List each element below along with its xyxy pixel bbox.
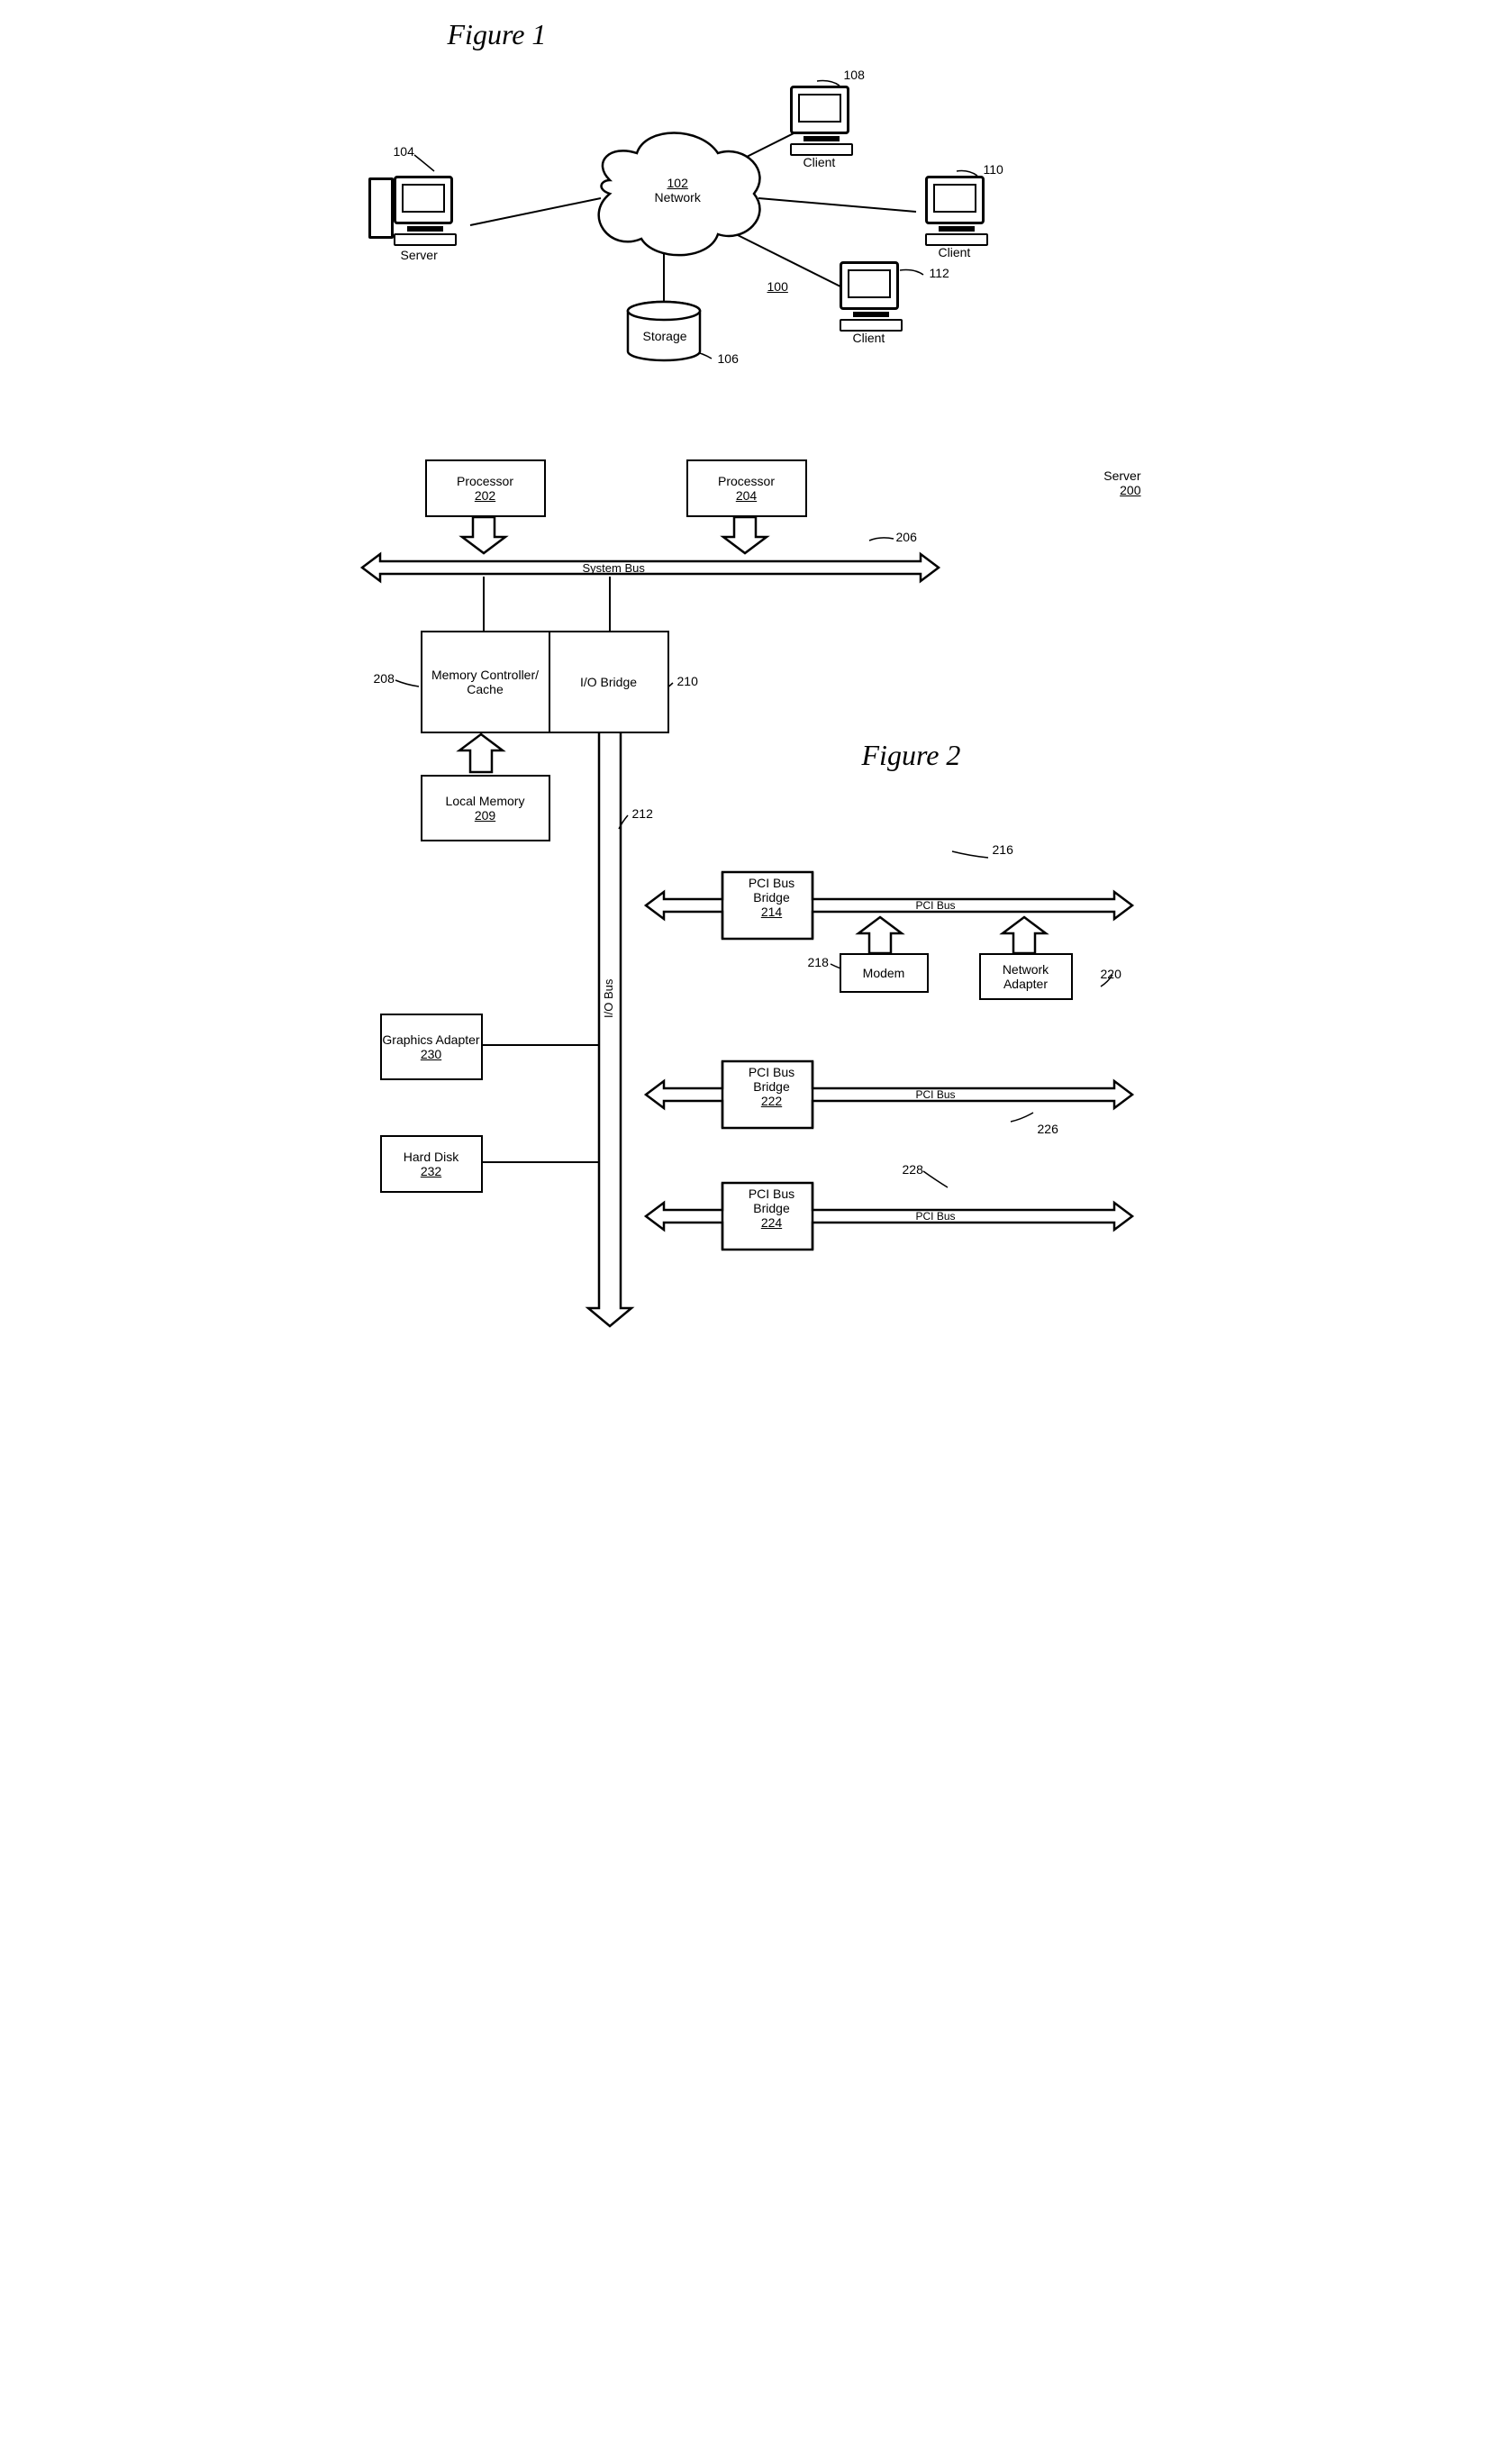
server-icon [394, 176, 457, 246]
network-text: Network [655, 190, 701, 205]
netadapter-box: Network Adapter [979, 953, 1073, 1000]
server-label: Server [401, 248, 438, 262]
localmem-box: Local Memory 209 [421, 775, 550, 841]
client3-ref: 112 [930, 266, 949, 280]
client2-label: Client [939, 245, 971, 259]
harddisk-box: Hard Disk 232 [380, 1135, 483, 1193]
client1-label: Client [804, 155, 836, 169]
harddisk-label: Hard Disk [404, 1150, 459, 1164]
storage-label: Storage [643, 329, 687, 343]
pcibus3-label: PCI Bus [916, 1210, 956, 1223]
pcibus1-label: PCI Bus [916, 899, 956, 912]
pcibridge2-ref: 222 [761, 1094, 782, 1108]
memctrl-ref: 208 [374, 671, 395, 686]
harddisk-ref: 232 [421, 1164, 441, 1178]
network-label: 102 Network [655, 176, 701, 205]
modem-ref: 218 [808, 955, 829, 969]
iobridge-ref: 210 [677, 674, 698, 688]
pcibridge1-label: PCI Bus Bridge 214 [731, 876, 813, 919]
pcibridge2-text: PCI Bus Bridge [749, 1065, 794, 1094]
netadapter-ref: 220 [1101, 967, 1121, 981]
modem-box: Modem [840, 953, 929, 993]
client3-icon [840, 261, 903, 332]
graphics-ref: 230 [421, 1047, 441, 1061]
figure1-svg [340, 18, 1150, 423]
iobridge-box: I/O Bridge [549, 631, 669, 733]
pcibus3-ref: 228 [903, 1162, 923, 1177]
client3-label: Client [853, 331, 885, 345]
client1-icon [790, 86, 853, 156]
storage-ref: 106 [718, 351, 739, 366]
client2-icon [925, 176, 988, 246]
localmem-label: Local Memory [446, 794, 525, 808]
pcibridge2-label: PCI Bus Bridge 222 [731, 1065, 813, 1108]
iobridge-label: I/O Bridge [580, 675, 637, 689]
pcibridge1-text: PCI Bus Bridge [749, 876, 794, 905]
netadapter-label: Network Adapter [981, 962, 1071, 991]
localmem-ref: 209 [475, 808, 495, 823]
client2-ref: 110 [984, 162, 1003, 177]
network-ref: 102 [667, 176, 688, 190]
client1-ref: 108 [844, 68, 865, 82]
graphics-label: Graphics Adapter [382, 1032, 479, 1047]
pcibus1-ref: 216 [993, 842, 1013, 857]
figure-1: Figure 1 102 Network Storage 106 Server … [340, 18, 1150, 423]
graphics-box: Graphics Adapter 230 [380, 1014, 483, 1080]
pcibridge1-ref: 214 [761, 905, 782, 919]
system-bus-label: System Bus [583, 561, 645, 575]
system-ref: 100 [767, 279, 788, 294]
pcibridge3-ref: 224 [761, 1215, 782, 1230]
pcibridge3-text: PCI Bus Bridge [749, 1187, 794, 1215]
system-bus-ref: 206 [896, 530, 917, 544]
memctrl-box: Memory Controller/ Cache [421, 631, 550, 733]
iobus-ref: 212 [632, 806, 653, 821]
iobus-label: I/O Bus [602, 979, 615, 1018]
server-ref: 104 [394, 144, 414, 159]
pcibus2-ref: 226 [1038, 1122, 1058, 1136]
modem-label: Modem [863, 966, 905, 980]
memctrl-label: Memory Controller/ Cache [422, 668, 549, 696]
figure-2: Server 200 Figure 2 Processor 202 Proces… [340, 450, 1150, 1369]
pcibridge3-label: PCI Bus Bridge 224 [731, 1187, 813, 1230]
pcibus2-label: PCI Bus [916, 1088, 956, 1101]
